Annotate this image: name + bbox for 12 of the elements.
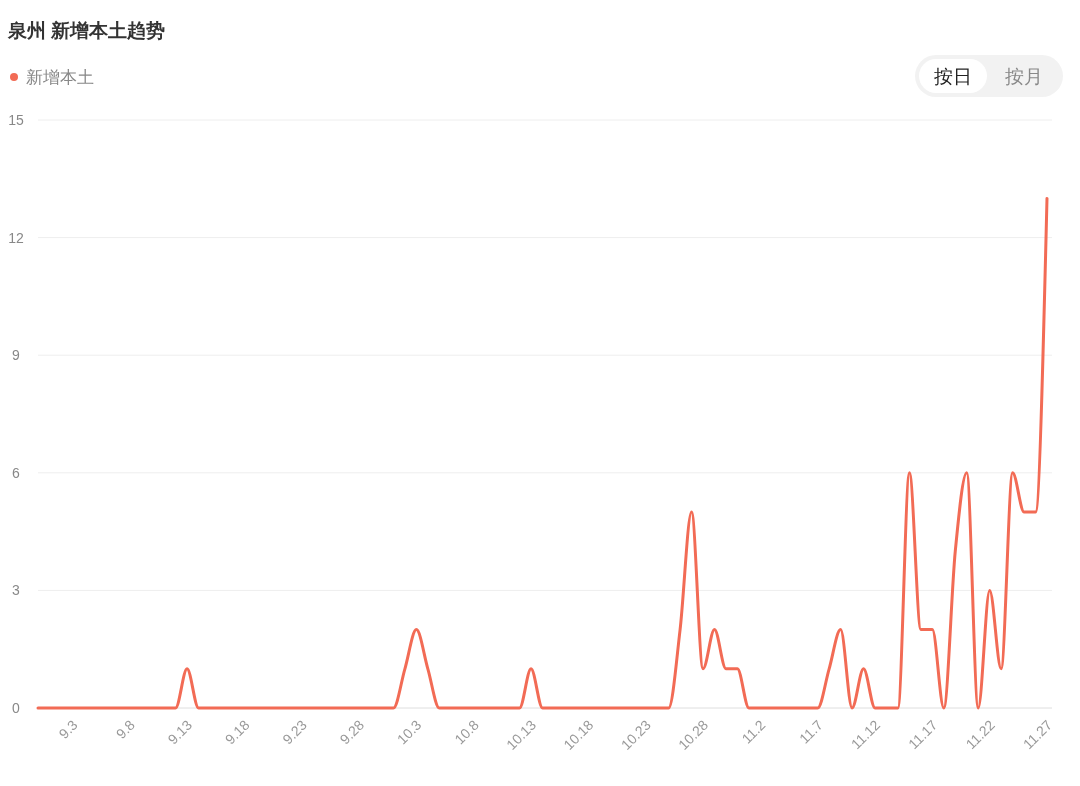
- legend-label: 新增本土: [26, 68, 94, 87]
- y-tick-label: 9: [12, 347, 21, 364]
- x-tick-label: 9.8: [112, 716, 138, 742]
- line-series: [36, 196, 1049, 710]
- chart-title: 泉州 新增本土趋势: [7, 20, 166, 41]
- y-tick-label: 6: [12, 464, 21, 481]
- x-tick-label: 9.3: [55, 716, 81, 742]
- toggle-switch: 按日 按月: [915, 55, 1063, 97]
- y-tick-label: 15: [8, 112, 24, 128]
- y-tick-label: 0: [12, 700, 21, 716]
- y-tick-label: 3: [12, 582, 21, 599]
- y-tick-label: 12: [8, 229, 24, 246]
